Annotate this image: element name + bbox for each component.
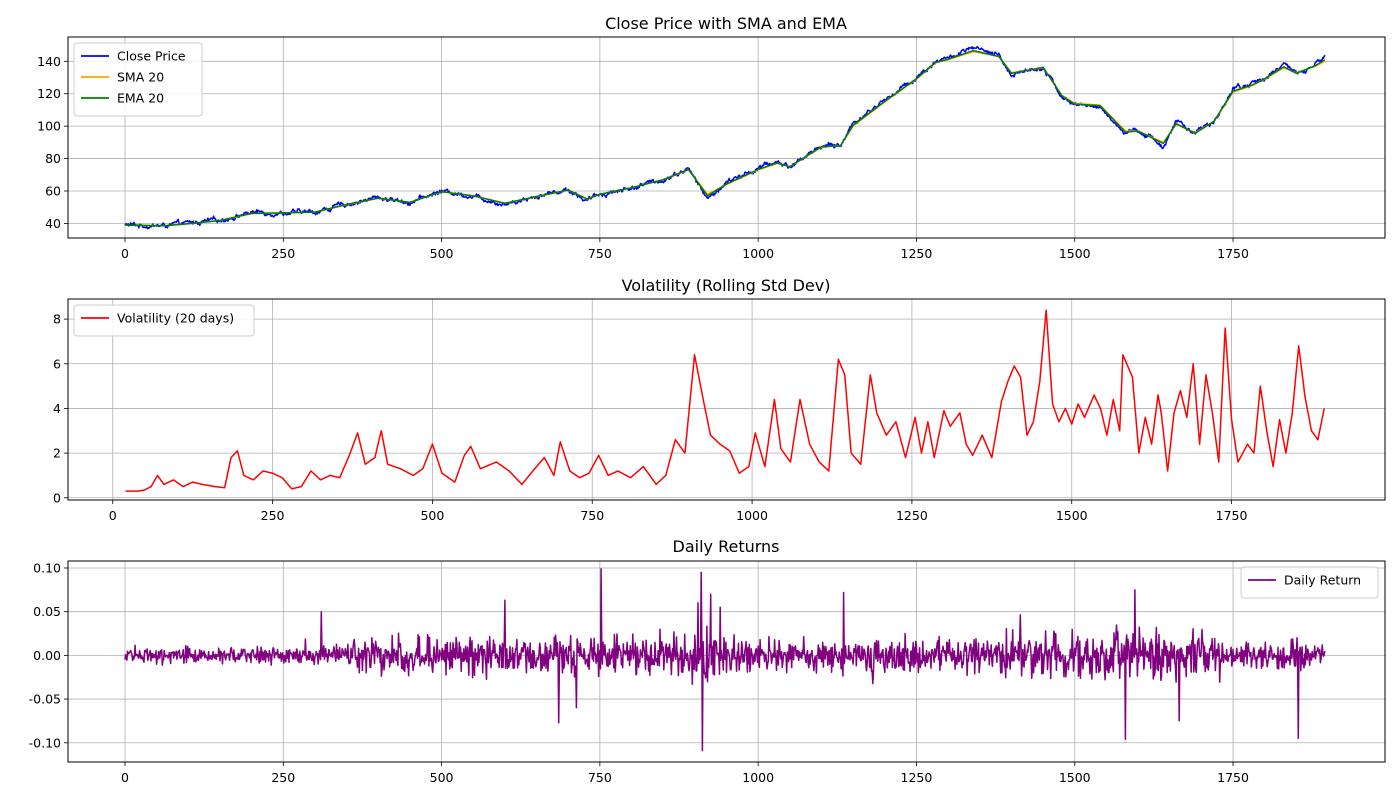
x-tick-label: 1250 bbox=[896, 508, 928, 523]
y-tick-label: 0.00 bbox=[33, 648, 61, 663]
returns-series-lines bbox=[124, 568, 1326, 752]
x-tick-label: 1750 bbox=[1217, 246, 1249, 261]
x-tick-label: 1000 bbox=[736, 508, 768, 523]
price-legend: Close Price SMA 20 EMA 20 bbox=[73, 42, 203, 117]
y-tick-label: 6 bbox=[53, 356, 61, 371]
price-tick-labels: 0 250 500 750 1000 1250 1500 1750 40 60 80 100 120 14… bbox=[37, 54, 1249, 261]
legend-frame bbox=[1240, 566, 1379, 599]
returns-tick-labels: 0 250 500 750 1000 1250 1500 1750 -0.10 -0.05 0.00… bbox=[29, 560, 1249, 785]
x-tick-label: 500 bbox=[420, 508, 444, 523]
series-line-daily-return bbox=[124, 568, 1326, 752]
series-line-volatility-20-days- bbox=[125, 309, 1326, 492]
price-chart-title: Close Price with SMA and EMA bbox=[605, 14, 847, 33]
x-tick-label: 1000 bbox=[742, 770, 774, 785]
x-tick-label: 1750 bbox=[1216, 508, 1248, 523]
x-tick-label: 0 bbox=[121, 770, 129, 785]
returns-chart-panel: Daily Returns 0 250 500 750 1000 1250 1500 1750… bbox=[29, 537, 1386, 785]
y-tick-label: 2 bbox=[53, 446, 61, 461]
x-tick-label: 250 bbox=[271, 770, 295, 785]
x-tick-label: 0 bbox=[121, 246, 129, 261]
x-tick-label: 1750 bbox=[1217, 770, 1249, 785]
returns-axes-frame bbox=[67, 560, 1386, 763]
volatility-legend: Volatility (20 days) bbox=[73, 304, 255, 337]
volatility-tick-labels: 0 250 500 750 1000 1250 1500 1750 0 2 4 6 8 bbox=[53, 312, 1247, 523]
volatility-gridlines bbox=[68, 299, 1385, 500]
price-gridlines bbox=[68, 37, 1385, 238]
series-line-ema-20 bbox=[124, 49, 1326, 227]
y-tick-label: 100 bbox=[37, 119, 61, 134]
x-tick-label: 250 bbox=[261, 508, 285, 523]
y-tick-label: 8 bbox=[53, 312, 61, 327]
returns-chart-title: Daily Returns bbox=[673, 537, 780, 556]
legend-label: Close Price bbox=[117, 49, 186, 64]
y-tick-label: 0.05 bbox=[33, 604, 61, 619]
x-tick-label: 0 bbox=[109, 508, 117, 523]
volatility-chart-title: Volatility (Rolling Std Dev) bbox=[622, 276, 831, 295]
series-line-close-price bbox=[124, 45, 1326, 230]
legend-label: Volatility (20 days) bbox=[117, 311, 234, 326]
y-tick-label: 60 bbox=[45, 183, 61, 198]
price-series-lines bbox=[124, 45, 1326, 230]
y-tick-label: 140 bbox=[37, 54, 61, 69]
x-tick-label: 1250 bbox=[901, 770, 933, 785]
x-tick-label: 500 bbox=[430, 246, 454, 261]
x-tick-label: 1500 bbox=[1059, 770, 1091, 785]
volatility-series-lines bbox=[125, 309, 1326, 492]
x-tick-label: 500 bbox=[430, 770, 454, 785]
volatility-chart-panel: Volatility (Rolling Std Dev) 0 250 500 750 1… bbox=[53, 276, 1386, 523]
y-tick-label: -0.10 bbox=[29, 735, 61, 750]
x-tick-label: 1500 bbox=[1059, 246, 1091, 261]
legend-label: Daily Return bbox=[1284, 573, 1361, 588]
x-tick-label: 1000 bbox=[742, 246, 774, 261]
legend-label: SMA 20 bbox=[117, 70, 164, 85]
y-tick-label: -0.05 bbox=[29, 692, 61, 707]
price-chart-panel: Close Price with SMA and EMA 0 250 500 750 1… bbox=[37, 14, 1386, 261]
series-line-sma-20 bbox=[136, 50, 1326, 227]
y-tick-label: 0 bbox=[53, 490, 61, 505]
x-tick-label: 1500 bbox=[1056, 508, 1088, 523]
x-tick-label: 750 bbox=[588, 246, 612, 261]
price-axes-frame bbox=[67, 36, 1386, 239]
y-tick-label: 0.10 bbox=[33, 560, 61, 575]
x-tick-label: 250 bbox=[271, 246, 295, 261]
legend-frame bbox=[73, 304, 255, 337]
x-tick-label: 750 bbox=[588, 770, 612, 785]
y-tick-label: 120 bbox=[37, 86, 61, 101]
x-tick-label: 1250 bbox=[901, 246, 933, 261]
x-tick-label: 750 bbox=[580, 508, 604, 523]
legend-label: EMA 20 bbox=[117, 91, 164, 106]
y-tick-label: 40 bbox=[45, 216, 61, 231]
y-tick-label: 4 bbox=[53, 401, 61, 416]
y-tick-label: 80 bbox=[45, 151, 61, 166]
volatility-axes-frame bbox=[67, 298, 1386, 501]
returns-legend: Daily Return bbox=[1240, 566, 1379, 599]
